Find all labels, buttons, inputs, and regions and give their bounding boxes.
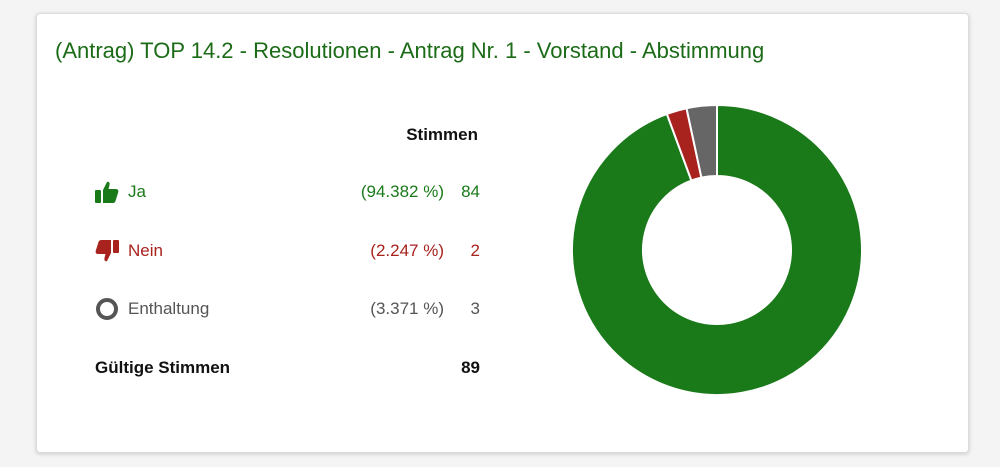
vote-percent-abstain: (3.371 %) — [370, 299, 444, 318]
vote-percent-no: (2.247 %) — [370, 241, 444, 260]
thumbs-down-icon — [95, 238, 121, 264]
vote-label-yes: Ja — [128, 182, 146, 201]
panel-title: (Antrag) TOP 14.2 - Resolutionen - Antra… — [55, 38, 765, 63]
vote-label-abstain: Enthaltung — [128, 299, 210, 318]
total-count: 89 — [461, 358, 480, 377]
thumbs-up-icon — [95, 179, 121, 205]
vote-percent-yes: (94.382 %) — [360, 182, 444, 201]
donut-slice-yes — [571, 104, 863, 396]
vote-result-panel: (Antrag) TOP 14.2 - Resolutionen - Antra… — [36, 13, 969, 453]
vote-row-abstain: Enthaltung (3.371 %) 3 — [95, 296, 480, 322]
vote-count-no: 2 — [470, 241, 480, 260]
donut-slice-abstain — [685, 104, 718, 179]
vote-row-yes: Ja (94.382 %) 84 — [95, 179, 480, 205]
vote-donut-chart — [571, 104, 863, 396]
votes-column-header: Stimmen — [406, 125, 478, 144]
vote-count-yes: 84 — [461, 182, 480, 201]
vote-row-no: Nein (2.247 %) 2 — [95, 238, 480, 264]
vote-label-no: Nein — [128, 241, 163, 260]
circle-outline-icon — [95, 296, 121, 322]
vote-count-abstain: 3 — [470, 299, 480, 318]
total-label: Gültige Stimmen — [95, 358, 231, 377]
vote-row-total: Gültige Stimmen 89 — [95, 355, 480, 381]
